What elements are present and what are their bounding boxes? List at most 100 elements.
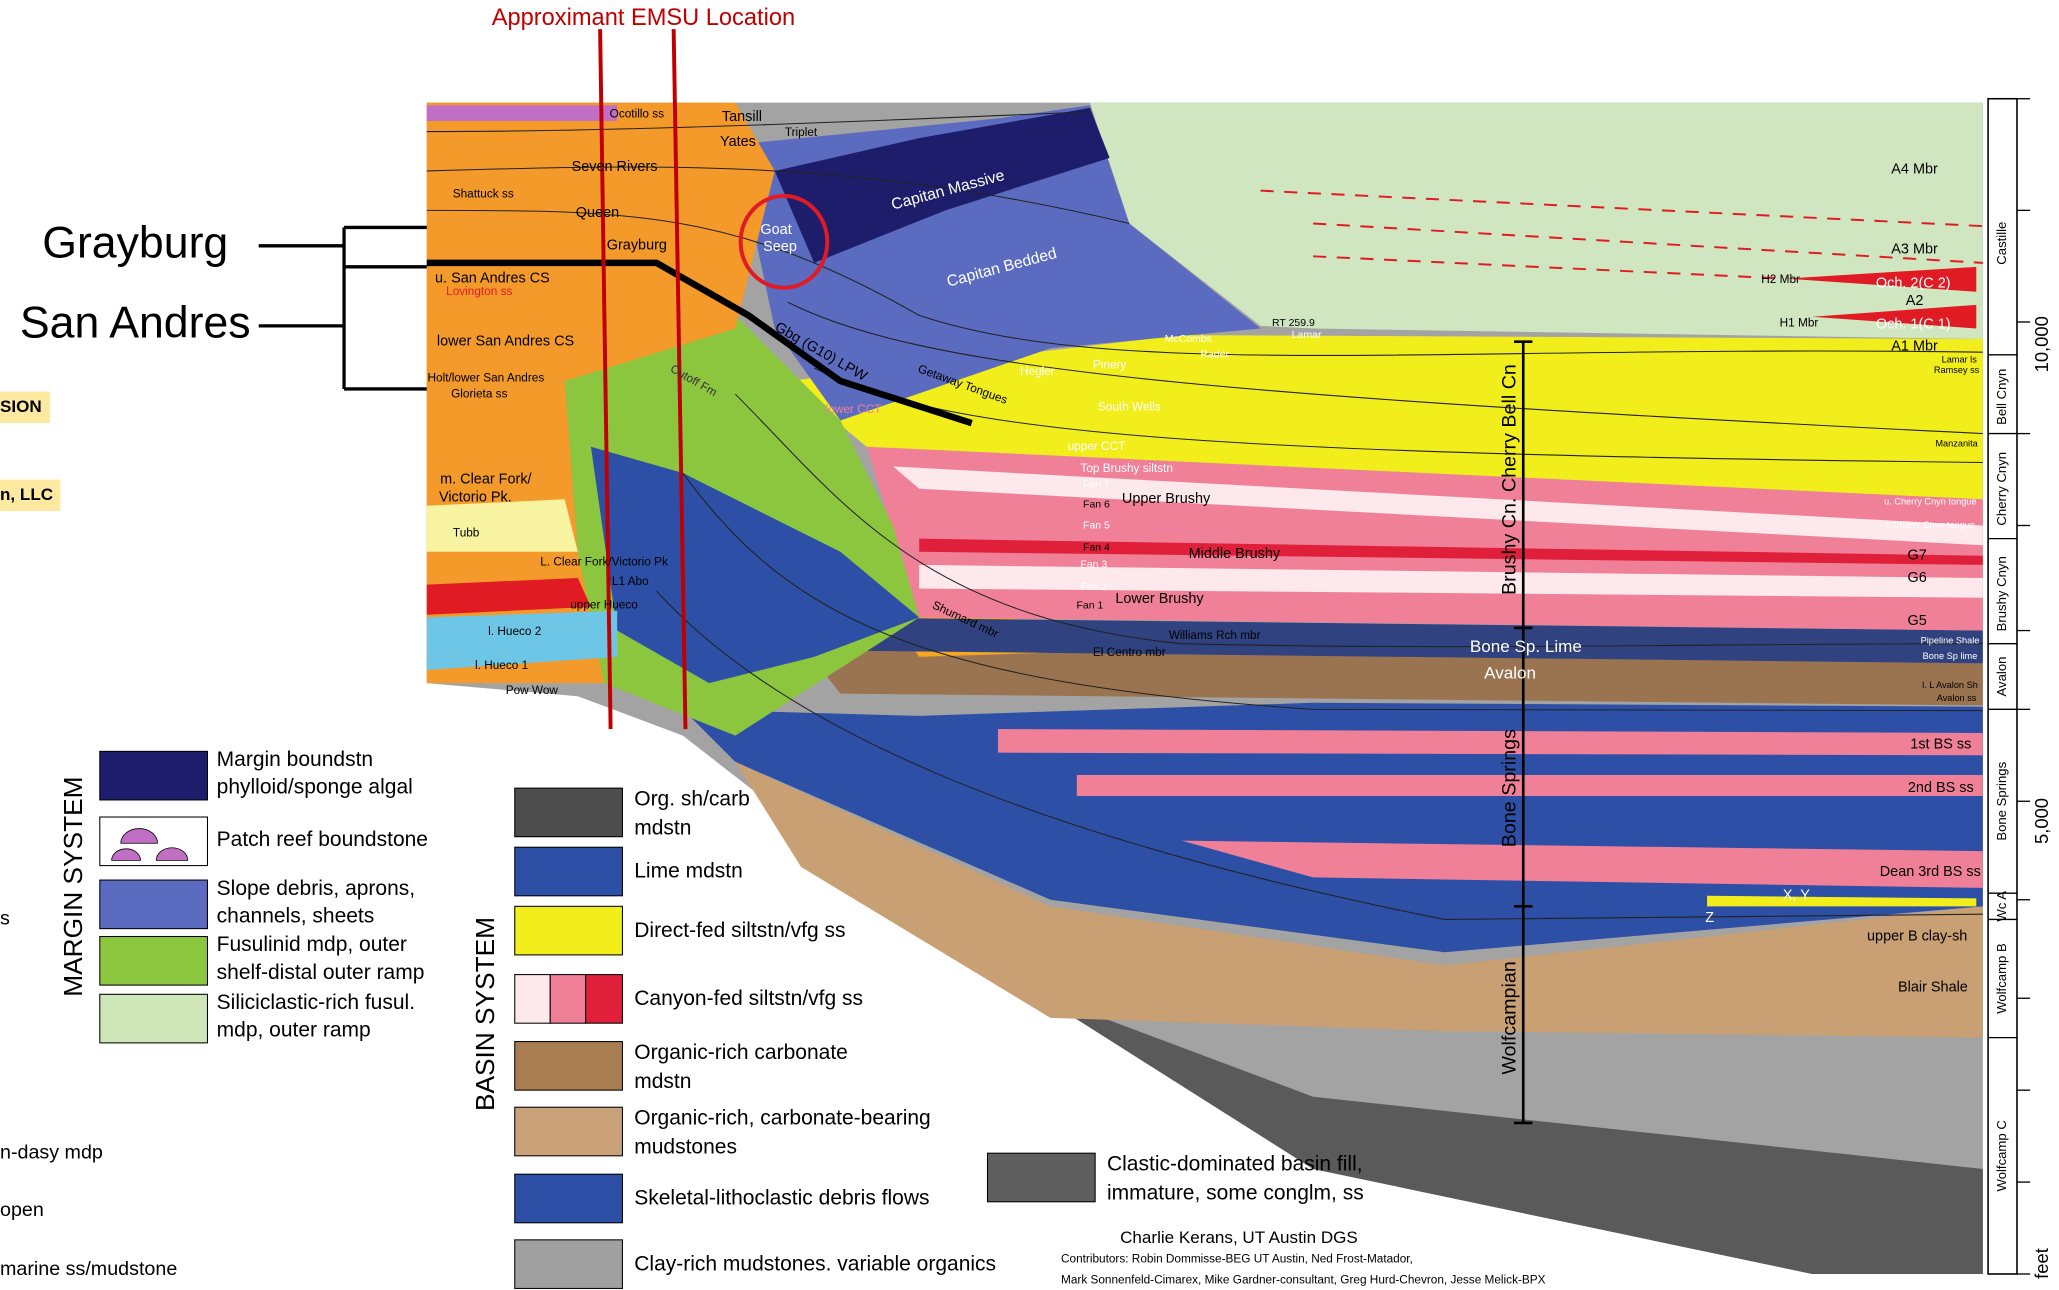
goat-seep-circle <box>738 193 830 290</box>
legend-text: Org. sh/carb <box>634 787 750 810</box>
section-label: Victorio Pk. <box>439 490 512 506</box>
brushy-red <box>919 538 1983 565</box>
dashed-red <box>1260 189 1983 228</box>
column-unit: Bone Springs <box>1994 761 2009 840</box>
section-label: Avalon ss <box>1937 693 1977 703</box>
swatch-box <box>514 1106 623 1157</box>
och-2 <box>1785 266 1977 292</box>
section-label: lower San Andres CS <box>437 333 574 349</box>
section-label: Glorieta ss <box>451 386 507 400</box>
section-label: Tansill <box>722 109 762 125</box>
section-label: A2 <box>1906 293 1924 309</box>
swatch-box <box>514 1041 623 1091</box>
section-label: l. Cherry Cnyn tongue <box>1886 520 1975 530</box>
legend-text: Lime mdstn <box>634 860 743 883</box>
legend-text: Organic-rich carbonate <box>634 1041 848 1064</box>
legend-swatch <box>514 787 623 838</box>
legend-swatch <box>99 750 209 801</box>
section-label: Tubb <box>453 526 480 540</box>
column-unit: Cherry Cnyn <box>1994 452 2009 526</box>
column-unit: Brushy Cnyn <box>1994 556 2009 631</box>
legend-text: Siliciclastic-rich fusul. <box>217 991 415 1014</box>
section-label: Seven Rivers <box>572 159 658 175</box>
emsu-line <box>671 29 688 730</box>
legend-swatch <box>514 1239 623 1289</box>
bone-springs-blue <box>682 702 1983 953</box>
bone-sp-lime <box>814 617 1983 664</box>
legend-swatch <box>99 935 209 986</box>
bed-line <box>426 209 1983 356</box>
bed-line <box>682 472 1983 712</box>
section-label: Fan 4 <box>1083 542 1110 554</box>
section-label: l. Hueco 2 <box>488 624 541 638</box>
swatch-box <box>514 846 623 897</box>
section-label: RT 259.9 <box>1272 317 1315 329</box>
column-unit: Avalon <box>1994 657 2009 697</box>
section-label: X, Y <box>1783 888 1810 904</box>
swatch-box <box>514 974 551 1024</box>
cutoff-text: open <box>0 1199 44 1221</box>
section-label: 2nd BS ss <box>1908 780 1974 796</box>
legend-swatch <box>99 993 209 1044</box>
sion-highlight <box>0 391 50 424</box>
section-label: Pow Wow <box>506 683 559 697</box>
column-box <box>1987 97 2018 1275</box>
swatch-box <box>514 1173 623 1224</box>
legend-text: phylloid/sponge algal <box>217 776 413 799</box>
dashed-red <box>1313 222 1983 264</box>
scale-label: 10,000 <box>2031 316 2052 372</box>
section-label: Pipeline Shale <box>1921 635 1980 645</box>
grayburg-top <box>426 259 973 427</box>
section-label: McCombs <box>1165 333 1212 345</box>
section-label: 1st BS ss <box>1910 737 1971 753</box>
clastic-fill <box>814 853 1983 1274</box>
unit-column <box>1987 97 2031 1275</box>
swatch-box <box>99 993 209 1044</box>
section-label: Holt/lower San Andres <box>428 371 545 385</box>
legend-text: Clastic-dominated basin fill, <box>1107 1153 1363 1176</box>
legend-text: Clay-rich mudstones. variable organics <box>634 1252 996 1275</box>
bedding-lines <box>426 111 1983 920</box>
legend-text: Direct-fed siltstn/vfg ss <box>634 919 845 942</box>
scale-label: feet <box>2031 1248 2052 1279</box>
section-label: Williams Rch mbr <box>1169 628 1261 642</box>
swatch-box <box>585 974 623 1024</box>
section-label: Ocotillo ss <box>610 107 665 121</box>
emsu-line <box>598 29 613 730</box>
cutoff-text: SION <box>0 397 42 416</box>
wolfcamp-tan <box>735 761 1983 1038</box>
section-label: Yates <box>720 134 756 150</box>
legend-swatch <box>514 1173 623 1224</box>
section-label: Och. 1(C 1) <box>1876 316 1951 332</box>
reef-dome <box>120 828 158 844</box>
legend-title: MARGIN SYSTEM <box>58 777 88 997</box>
section-label: Lamar ls <box>1942 354 1978 364</box>
legend-title: BASIN SYSTEM <box>470 917 500 1111</box>
section-label: Bone Sp lime <box>1923 651 1978 661</box>
section-label: Fan 1 <box>1076 599 1103 611</box>
section-label: Fan 7 <box>1083 479 1110 491</box>
section-label: l. Hueco 1 <box>475 658 528 672</box>
section-label: Queen <box>576 205 619 221</box>
cutoff-text: n, LLC <box>0 485 53 504</box>
legend-text: channels, sheets <box>217 904 375 927</box>
shelf-cyan <box>426 610 618 670</box>
credit-line: Mark Sonnenfeld-Cimarex, Mike Gardner-co… <box>1061 1273 1546 1287</box>
callout-lines <box>258 225 427 391</box>
shelf-yellow <box>426 499 578 552</box>
section-label: El Centro mbr <box>1093 645 1166 659</box>
bed-line <box>426 111 1090 133</box>
section-label: L. Clear Fork/Victorio Pk <box>540 554 668 568</box>
legend-swatch <box>514 1106 623 1157</box>
legend-text: Organic-rich, carbonate-bearing <box>634 1107 930 1130</box>
legend-text: Fusulinid mdp, outer <box>217 933 407 956</box>
legend-text: Skeletal-lithoclastic debris flows <box>634 1187 929 1210</box>
group-label: Bone Springs <box>1498 729 1520 847</box>
legend-swatch <box>986 1152 1096 1203</box>
swatch-box <box>99 879 209 930</box>
section-label: G7 <box>1908 548 1927 564</box>
brushy-white-2 <box>919 564 1983 598</box>
section-label: H1 Mbr <box>1780 315 1819 329</box>
section-label: Rader <box>1200 349 1229 361</box>
